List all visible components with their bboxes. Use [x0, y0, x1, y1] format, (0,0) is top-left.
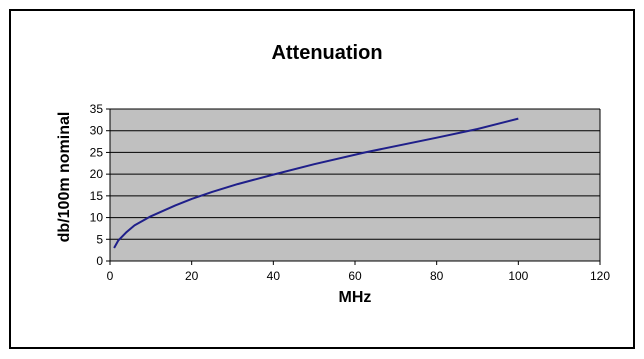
- axes: [106, 108, 601, 265]
- x-tick-label: 60: [348, 269, 362, 283]
- y-tick-label: 20: [90, 167, 104, 181]
- gridlines: [110, 108, 600, 240]
- x-tick-labels: 0 20 40 60 80 100 120: [107, 269, 611, 283]
- x-axis-label: MHz: [339, 289, 372, 306]
- y-tick-labels: 0 5 10 15 20 25 30 35: [90, 102, 104, 268]
- x-tick-label: 20: [185, 269, 199, 283]
- x-tick-label: 0: [107, 269, 114, 283]
- y-tick-label: 25: [90, 145, 104, 159]
- y-tick-label: 30: [90, 124, 104, 138]
- chart-frame: Attenuation 0 5 10 15 20 25 30 35 0 20 40 60 80 100 1…: [9, 9, 635, 349]
- plot-area: [110, 109, 600, 261]
- y-tick-label: 15: [90, 189, 104, 203]
- x-tick-label: 80: [430, 269, 444, 283]
- y-tick-label: 35: [90, 102, 104, 116]
- x-tick-label: 100: [508, 269, 528, 283]
- series-line: [113, 117, 519, 249]
- x-tick-label: 120: [590, 269, 610, 283]
- y-axis-label: db/100m nominal: [56, 112, 73, 243]
- x-tick-label: 40: [267, 269, 281, 283]
- attenuation-chart: Attenuation 0 5 10 15 20 25 30 35 0 20 40 60 80 100 1…: [56, 42, 611, 306]
- y-tick-label: 10: [90, 211, 104, 225]
- y-tick-label: 5: [96, 232, 103, 246]
- y-tick-label: 0: [96, 254, 103, 268]
- chart-title: Attenuation: [271, 42, 382, 64]
